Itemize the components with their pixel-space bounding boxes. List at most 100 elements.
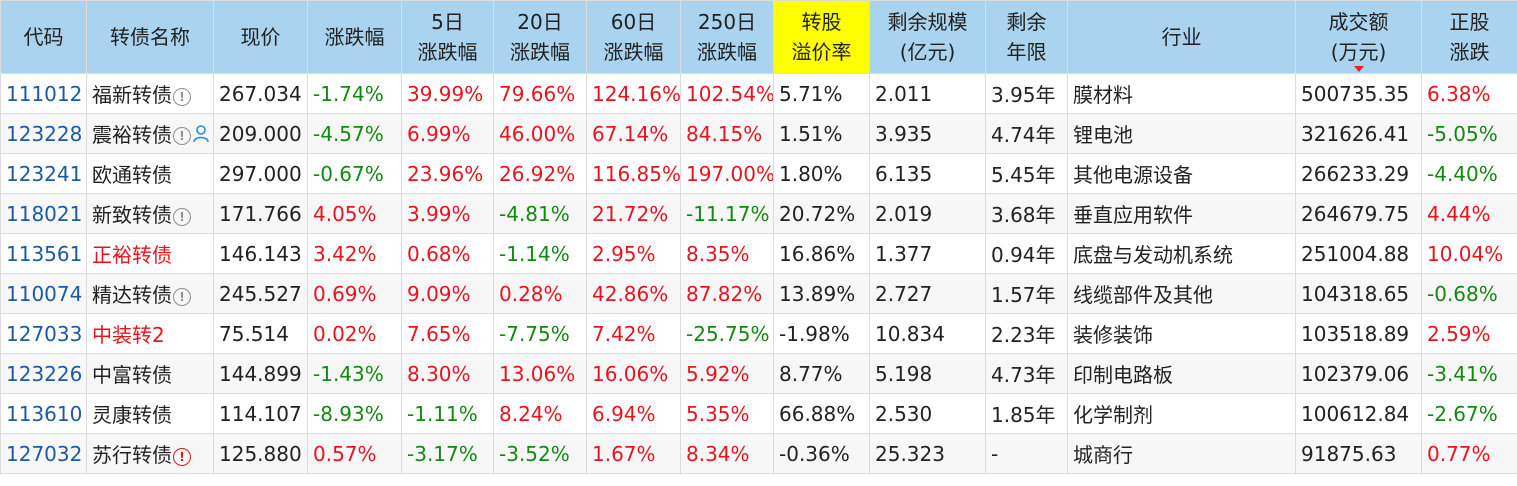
cell-d20: 46.00% (493, 113, 587, 154)
info-icon[interactable]: ! (173, 207, 191, 226)
cell-name[interactable]: 苏行转债! (86, 433, 214, 474)
d60-value: 1.67% (592, 441, 656, 466)
column-header-d250[interactable]: 250日 涨跌幅 (680, 0, 774, 74)
cell-years: 1.85年 (985, 393, 1068, 434)
d5-value: 7.65% (407, 321, 471, 346)
industry-value: 其他电源设备 (1073, 163, 1193, 187)
cell-d20: -4.81% (493, 193, 587, 234)
cell-code[interactable]: 123241 (0, 153, 87, 194)
cell-code[interactable]: 127033 (0, 313, 87, 354)
d5-value: 6.99% (407, 121, 471, 146)
cell-d5: 39.99% (401, 73, 494, 114)
cell-code[interactable]: 113561 (0, 233, 87, 274)
price-value: 245.527 (219, 281, 302, 306)
column-header-label: 年限 (1006, 40, 1047, 64)
d250-value: 87.82% (686, 281, 763, 306)
column-header-d20[interactable]: 20日 涨跌幅 (493, 0, 587, 74)
code-value: 123228 (6, 121, 83, 146)
cell-industry: 化学制剂 (1067, 393, 1296, 434)
cell-code[interactable]: 127032 (0, 433, 87, 474)
cell-name[interactable]: 震裕转债! (86, 113, 214, 154)
cell-d250: 5.92% (680, 353, 774, 394)
column-header-d60[interactable]: 60日 涨跌幅 (586, 0, 681, 74)
cell-d60: 16.06% (586, 353, 681, 394)
column-header-change[interactable]: 涨跌幅 (307, 0, 402, 74)
table-row[interactable]: 127032 苏行转债! 125.880 0.57% -3.17% -3.52% 1.67%… (0, 433, 1517, 474)
price-value: 297.000 (219, 161, 302, 186)
cell-name[interactable]: 中装转2 (86, 313, 214, 354)
d20-value: 8.24% (499, 401, 563, 426)
cell-name[interactable]: 正裕转债 (86, 233, 214, 274)
table-row[interactable]: 111012 福新转债! 267.034 -1.74% 39.99% 79.66% 124.… (0, 73, 1517, 114)
cell-turnover: 264679.75 (1295, 193, 1422, 234)
cell-name[interactable]: 欧通转债 (86, 153, 214, 194)
years-value: 0.94年 (991, 243, 1056, 267)
table-row[interactable]: 118021 新致转债! 171.766 4.05% 3.99% -4.81% 21.72%… (0, 193, 1517, 234)
column-header-industry[interactable]: 行业 (1067, 0, 1296, 74)
code-value: 118021 (6, 201, 83, 226)
d5-value: 3.99% (407, 201, 471, 226)
cell-scale: 2.019 (869, 193, 986, 234)
cell-code[interactable]: 118021 (0, 193, 87, 234)
d60-value: 124.16% (592, 81, 681, 106)
column-header-d5[interactable]: 5日 涨跌幅 (401, 0, 494, 74)
cell-price: 125.880 (213, 433, 308, 474)
alert-icon[interactable]: ! (173, 447, 191, 466)
cell-name[interactable]: 灵康转债 (86, 393, 214, 434)
cell-scale: 3.935 (869, 113, 986, 154)
scale-value: 2.011 (875, 81, 933, 106)
column-header-name[interactable]: 转债名称 (86, 0, 214, 74)
scale-value: 3.935 (875, 121, 933, 146)
column-header-label: 涨跌幅 (510, 40, 570, 64)
column-header-label: (万元) (1330, 40, 1387, 64)
column-header-code[interactable]: 代码 (0, 0, 87, 74)
cell-price: 144.899 (213, 353, 308, 394)
cell-d60: 21.72% (586, 193, 681, 234)
column-header-label: 涨跌幅 (417, 40, 478, 64)
info-icon[interactable]: ! (173, 287, 191, 306)
cell-code[interactable]: 113610 (0, 393, 87, 434)
price-value: 267.034 (219, 81, 302, 106)
column-header-stock_change[interactable]: 正股 涨跌 (1421, 0, 1517, 74)
d20-value: -7.75% (499, 321, 570, 346)
sort-desc-icon[interactable] (1353, 66, 1364, 72)
years-value: 1.57年 (991, 283, 1056, 307)
column-header-turnover[interactable]: 成交额 (万元) (1295, 0, 1422, 74)
table-row[interactable]: 123228 震裕转债! 209.000 -4.57% 6.99% 46.00% 67.14… (0, 113, 1517, 154)
cell-d5: 8.30% (401, 353, 494, 394)
cell-name[interactable]: 新致转债! (86, 193, 214, 234)
column-header-price[interactable]: 现价 (213, 0, 308, 74)
turnover-value: 321626.41 (1301, 121, 1410, 146)
table-row[interactable]: 113610 灵康转债 114.107 -8.93% -1.11% 8.24% 6.94% 5… (0, 393, 1517, 434)
column-header-label: 250日 (697, 10, 757, 34)
cell-code[interactable]: 123228 (0, 113, 87, 154)
info-icon[interactable]: ! (173, 87, 191, 106)
person-icon[interactable] (193, 124, 209, 148)
cell-name[interactable]: 福新转债! (86, 73, 214, 114)
cell-industry: 线缆部件及其他 (1067, 273, 1296, 314)
cell-change: 4.05% (307, 193, 402, 234)
table-row[interactable]: 127033 中装转2 75.514 0.02% 7.65% -7.75% 7.42% -25… (0, 313, 1517, 354)
industry-value: 垂直应用软件 (1073, 203, 1193, 227)
table-row[interactable]: 110074 精达转债! 245.527 0.69% 9.09% 0.28% 42.86% 8… (0, 273, 1517, 314)
cell-code[interactable]: 110074 (0, 273, 87, 314)
price-value: 114.107 (219, 401, 302, 426)
column-header-years[interactable]: 剩余 年限 (985, 0, 1068, 74)
cell-d60: 124.16% (586, 73, 681, 114)
cell-code[interactable]: 111012 (0, 73, 87, 114)
table-row[interactable]: 123241 欧通转债 297.000 -0.67% 23.96% 26.92% 116.8… (0, 153, 1517, 194)
cell-price: 267.034 (213, 73, 308, 114)
cell-industry: 底盘与发动机系统 (1067, 233, 1296, 274)
cell-code[interactable]: 123226 (0, 353, 87, 394)
table-row[interactable]: 123226 中富转债 144.899 -1.43% 8.30% 13.06% 16.06%… (0, 353, 1517, 394)
turnover-value: 91875.63 (1301, 441, 1397, 466)
name-value: 中装转2 (92, 323, 165, 347)
cell-name[interactable]: 中富转债 (86, 353, 214, 394)
column-header-scale[interactable]: 剩余规模 (亿元) (869, 0, 986, 74)
cell-d5: 7.65% (401, 313, 494, 354)
cell-name[interactable]: 精达转债! (86, 273, 214, 314)
column-header-premium[interactable]: 转股 溢价率 (773, 0, 870, 74)
info-icon[interactable]: ! (173, 127, 191, 146)
cell-stock_change: 4.44% (1421, 193, 1517, 234)
table-row[interactable]: 113561 正裕转债 146.143 3.42% 0.68% -1.14% 2.95% 8.… (0, 233, 1517, 274)
